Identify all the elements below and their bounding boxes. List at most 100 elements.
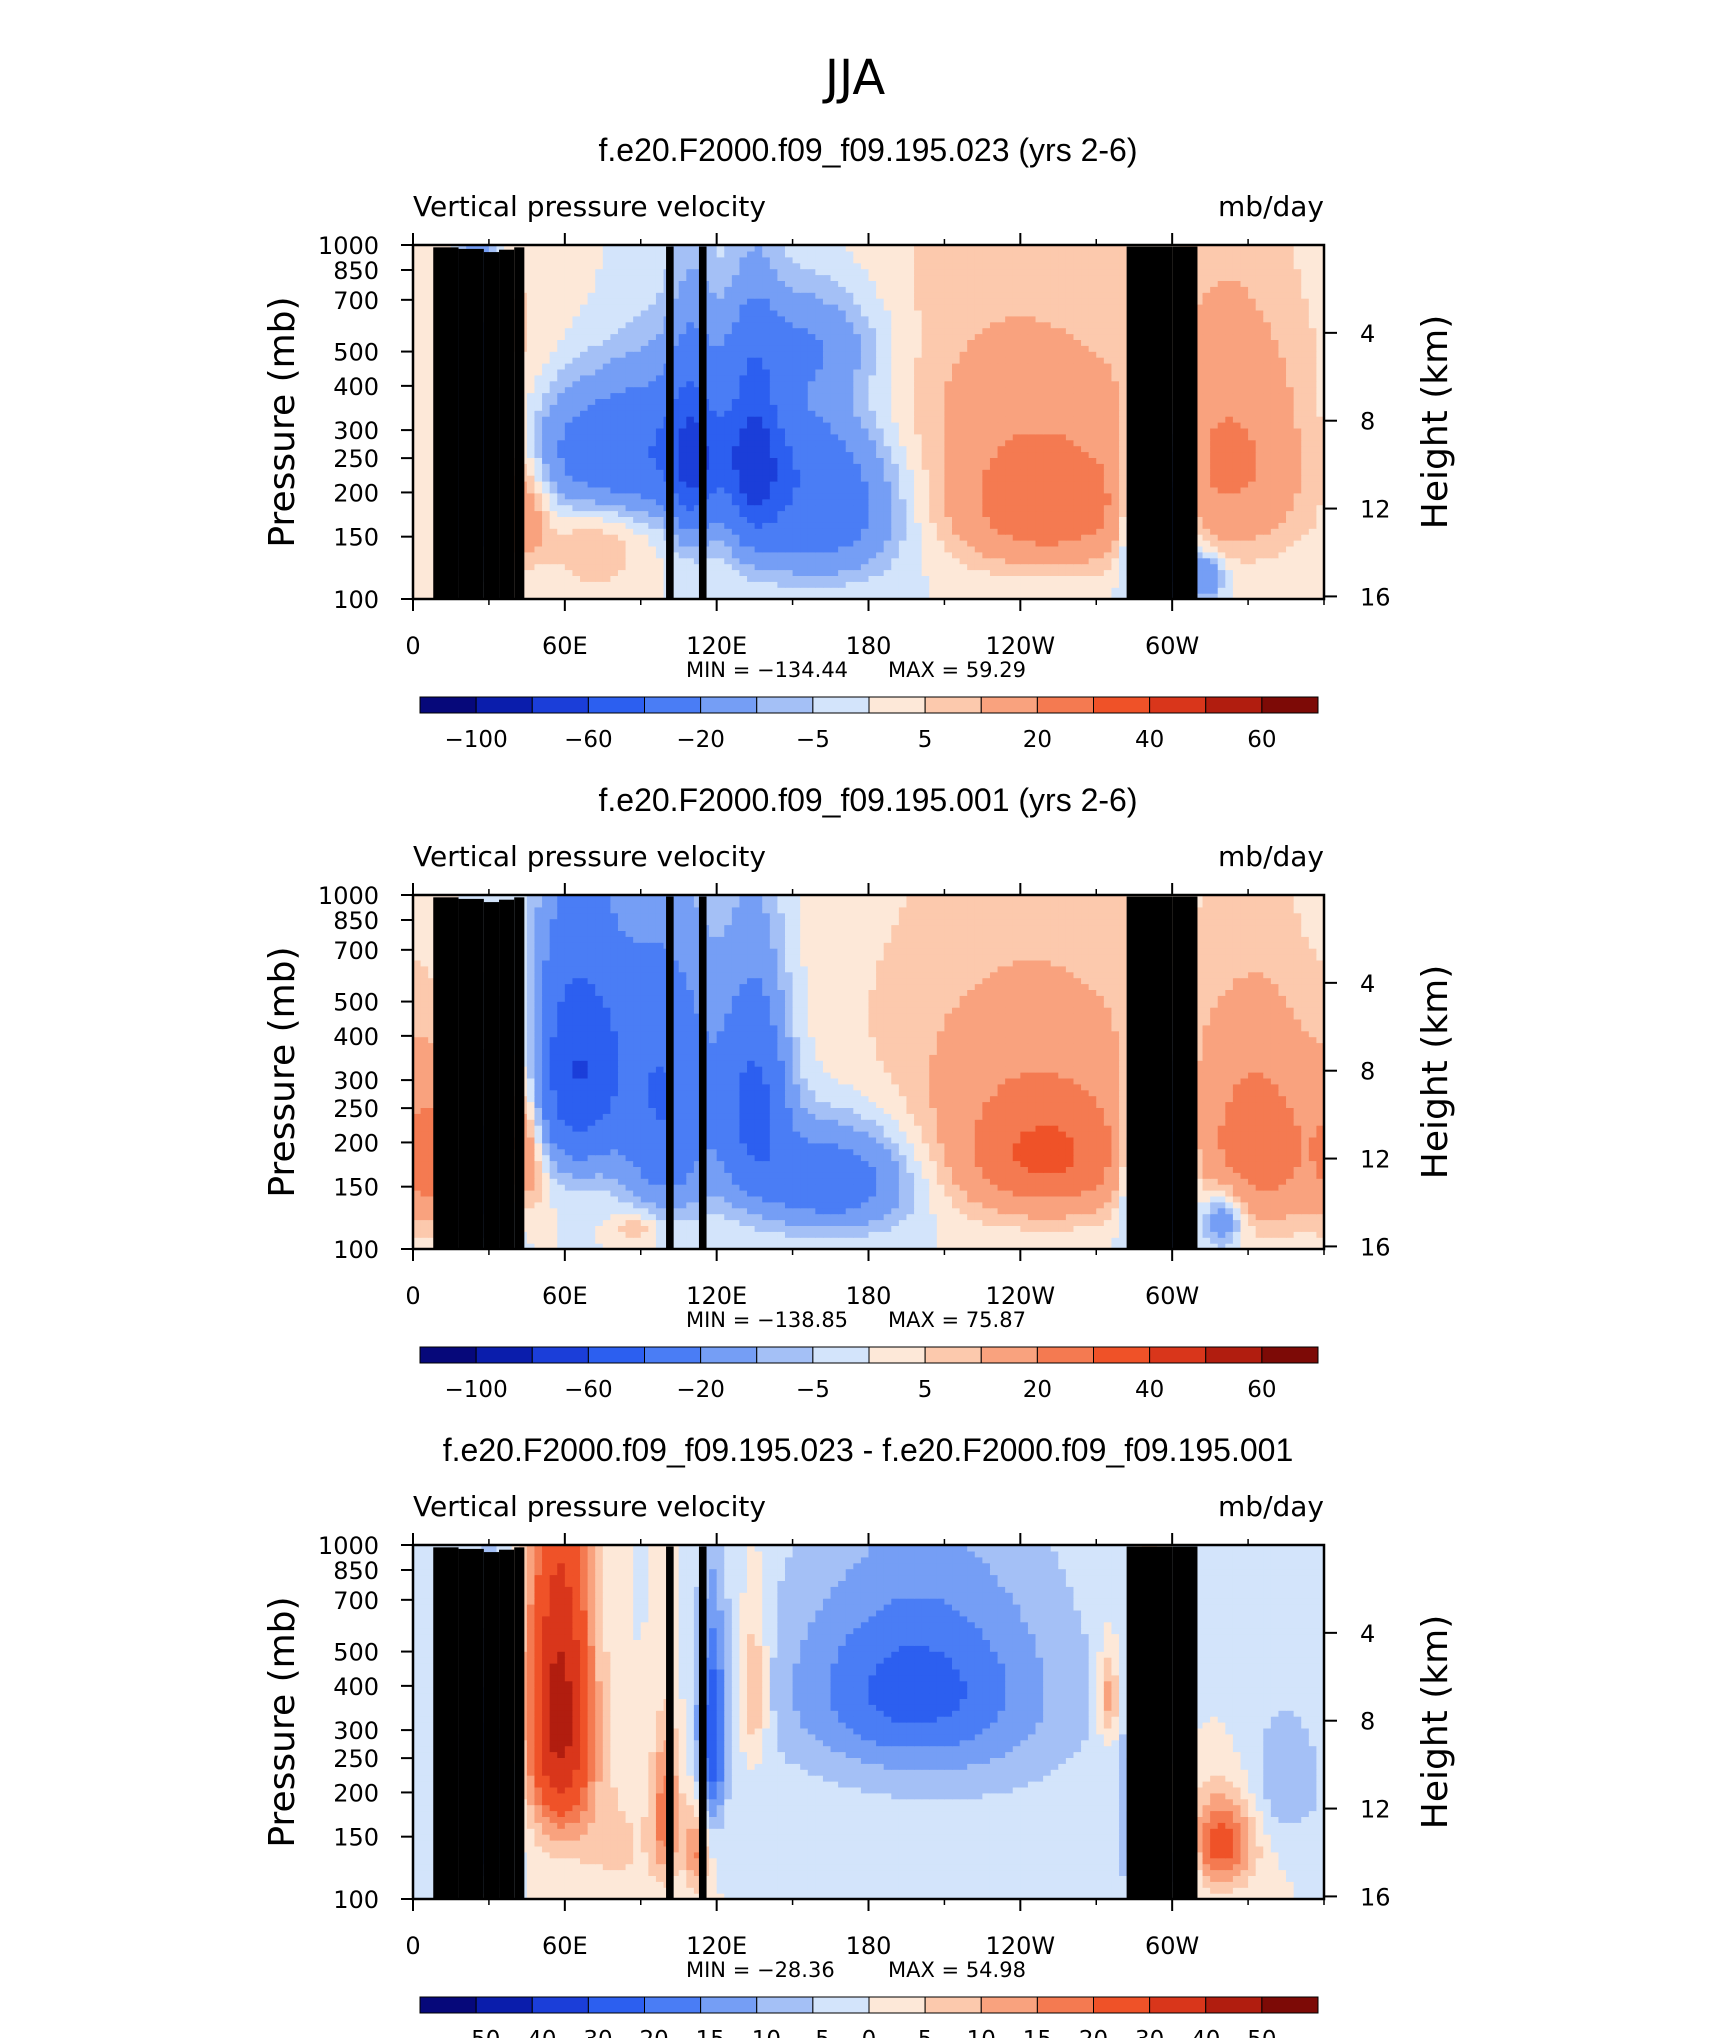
field-cell [997,433,1006,441]
field-cell [625,486,634,494]
field-cell [428,445,437,453]
field-cell [1217,463,1226,470]
field-cell [929,422,938,429]
field-cell [731,433,741,441]
field-cell [891,534,900,541]
field-cell [633,404,642,411]
field-cell [534,545,543,553]
field-cell [876,551,885,559]
field-cell [549,522,558,529]
field-cell [428,492,437,500]
field-cell [747,557,756,565]
field-cell [807,380,816,388]
field-cell [731,351,741,358]
field-cell [602,439,611,447]
field-cell [1050,563,1059,571]
field-cell [845,557,854,565]
field-cell [1286,545,1295,553]
field-cell [1050,398,1059,405]
field-cell [413,528,422,535]
field-cell [709,351,718,358]
field-cell [868,581,877,588]
field-cell [1073,439,1082,447]
field-cell [549,545,558,553]
field-cell [967,357,976,364]
field-cell [1043,463,1052,470]
field-cell [587,563,596,571]
field-cell [1240,593,1249,600]
field-cell [1301,357,1310,364]
field-cell [967,416,976,423]
field-cell [777,551,786,559]
field-cell [921,498,930,506]
field-cell [671,422,680,429]
field-cell [595,510,604,517]
field-cell [883,492,892,500]
field-cell [1308,416,1318,423]
field-cell [929,540,938,547]
field-cell [1301,398,1310,405]
field-cell [914,481,923,488]
field-cell [944,498,953,506]
field-cell [762,516,771,523]
field-cell [1096,463,1105,470]
field-cell [807,439,816,447]
field-cell [542,534,551,541]
field-cell [830,475,839,482]
field-cell [929,587,938,594]
field-cell [595,404,604,411]
field-cell [807,374,816,382]
field-cell [557,486,566,494]
field-cell [1081,575,1090,582]
field-cell [952,534,961,541]
field-cell [914,416,923,423]
field-cell [747,545,756,553]
field-cell [1240,475,1249,482]
field-cell [1088,534,1097,541]
field-cell [1263,516,1272,523]
field-cell [1248,581,1257,588]
field-cell [1278,516,1287,523]
field-cell [610,427,619,435]
field-cell [906,457,915,464]
field-cell [883,357,892,364]
field-cell [1210,475,1219,482]
field-cell [1043,540,1052,547]
field-cell [777,380,786,388]
field-cell [967,374,976,382]
field-cell [534,416,543,423]
field-cell [860,404,870,411]
field-cell [769,528,778,535]
field-cell [1035,563,1044,571]
field-cell [693,392,703,399]
field-cell [822,445,832,453]
field-cell [678,368,687,376]
field-cell [678,386,687,394]
field-cell [1058,398,1067,405]
field-cell [921,374,930,382]
field-cell [1255,457,1264,464]
field-cell [1012,581,1021,588]
field-cell [731,422,741,429]
field-cell [959,545,968,553]
field-cell [564,374,574,382]
field-cell [580,351,589,358]
field-cell [1103,433,1113,441]
field-cell [989,504,999,512]
field-cell [1232,386,1242,394]
field-cell [1255,481,1264,488]
field-cell [633,386,642,394]
field-cell [1035,463,1044,470]
field-cell [921,427,930,435]
field-cell [868,492,877,500]
field-cell [572,380,581,388]
field-cell [1058,445,1067,453]
field-cell [1286,404,1295,411]
field-cell [792,557,801,565]
field-cell [564,422,574,429]
field-cell [1194,427,1204,435]
field-cell [542,486,551,494]
field-cell [1225,581,1234,588]
field-cell [413,433,422,441]
field-cell [716,528,725,535]
